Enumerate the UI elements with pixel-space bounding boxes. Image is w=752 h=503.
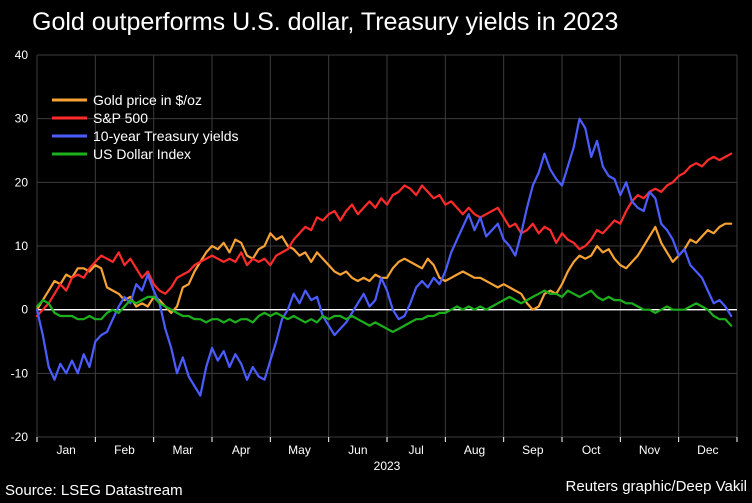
- x-tick-label-may: May: [288, 443, 311, 457]
- source-note: Source: LSEG Datastream: [5, 482, 183, 499]
- chart-title: Gold outperforms U.S. dollar, Treasury y…: [32, 8, 619, 36]
- series-line-us-dollar-index: [35, 289, 733, 333]
- legend-label: 10-year Treasury yields: [93, 128, 239, 144]
- x-axis-ticks: Jan Feb Mar Apr May Jun Jul Aug Sep Oct Nov Dec: [36, 437, 738, 457]
- y-tick-label: 10: [15, 239, 29, 253]
- credit-note: Reuters graphic/Deep Vakil: [565, 478, 747, 495]
- x-tick-label-feb: Feb: [114, 443, 135, 457]
- y-tick-label: 30: [15, 112, 29, 126]
- y-tick-label: 20: [15, 175, 29, 189]
- x-tick-label-apr: Apr: [232, 443, 251, 457]
- series-line-s-p-500: [35, 152, 733, 318]
- y-tick-label: 40: [15, 48, 29, 62]
- x-tick-label-aug: Aug: [464, 443, 485, 457]
- legend-label: Gold price in $/oz: [93, 92, 202, 108]
- x-tick-label-jul: Jul: [408, 443, 423, 457]
- x-tick-label-dec: Dec: [697, 443, 718, 457]
- y-tick-label: -10: [11, 366, 29, 380]
- x-tick-label-jan: Jan: [56, 443, 75, 457]
- series-lines: [35, 117, 733, 397]
- series-line-10-year-treasury-yields: [35, 117, 733, 397]
- legend: Gold price in $/oz S&P 500 10-year Treasur…: [52, 92, 239, 162]
- legend-label: US Dollar Index: [93, 146, 191, 162]
- x-tick-label-nov: Nov: [639, 443, 660, 457]
- y-tick-label: -20: [11, 430, 29, 444]
- legend-label: S&P 500: [93, 110, 148, 126]
- x-tick-label-sep: Sep: [522, 443, 544, 457]
- series-line-gold-price-in-oz: [35, 222, 733, 314]
- x-axis-year-label: 2023: [374, 459, 401, 473]
- y-axis-ticks: -20 -10 0 10 20 30 40: [11, 48, 29, 444]
- x-tick-label-jun: Jun: [348, 443, 367, 457]
- x-tick-label-oct: Oct: [582, 443, 601, 457]
- y-tick-label: 0: [21, 303, 28, 317]
- x-tick-label-mar: Mar: [172, 443, 193, 457]
